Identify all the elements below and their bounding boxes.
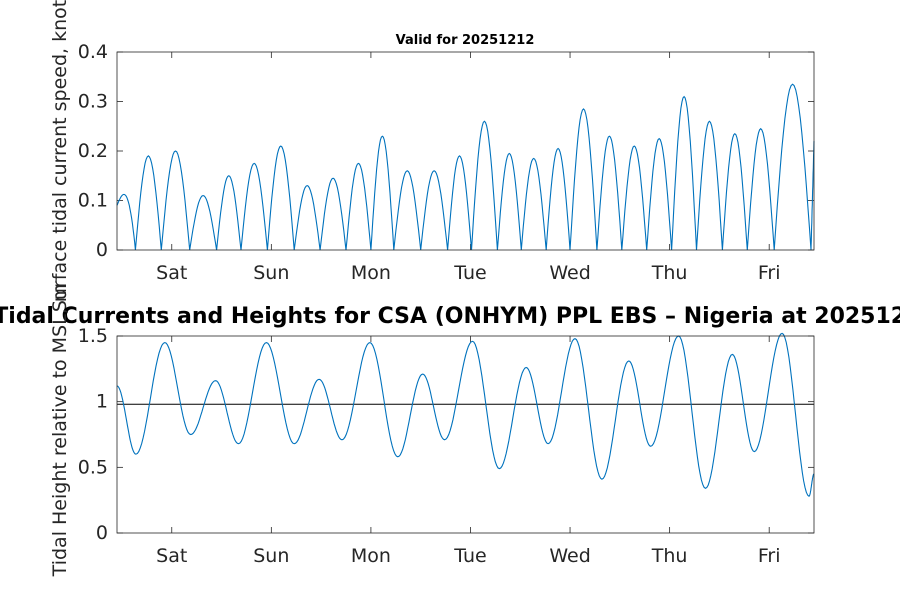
- tidal-height-series-line: [116, 332, 815, 497]
- tidal-height-ytick-label: 0: [96, 522, 108, 544]
- tidal-height-xtick-label: Tue: [453, 545, 486, 567]
- tidal-height-ticks: 0 0.5 1 1.5 Sat Sun Mon Tue Wed Thu Fri: [78, 325, 814, 567]
- current-speed-xtick-label: Tue: [453, 262, 486, 284]
- tidal-height-xtick-label: Sat: [156, 545, 187, 567]
- current-speed-xtick-label: Sun: [253, 262, 289, 284]
- current-speed-axes-box: [116, 51, 815, 251]
- current-speed-series-line: [116, 83, 815, 251]
- current-speed-ylabel: Surface tidal current speed, knots: [49, 0, 71, 312]
- current-speed-ytick-label: 0.1: [78, 190, 108, 212]
- tidal-height-ytick-label: 1.5: [78, 325, 108, 347]
- tidal-height-ylabel: Tidal Height relative to MSL, m: [49, 284, 71, 578]
- current-speed-xtick-label: Mon: [351, 262, 391, 284]
- tidal-height-axes: 0 0.5 1 1.5 Sat Sun Mon Tue Wed Thu Fri Tidal Curr…: [0, 284, 900, 578]
- tidal-height-xtick-label: Wed: [549, 545, 590, 567]
- tidal-height-ytick-label: 1: [96, 391, 108, 413]
- tidal-height-axes-box: [116, 335, 815, 534]
- current-speed-ytick-label: 0.2: [78, 140, 108, 162]
- current-speed-axes: 0 0.1 0.2 0.3 0.4 Sat Sun Mon Tue Wed Thu Fri Valid…: [49, 0, 815, 312]
- current-speed-xtick-label: Wed: [549, 262, 590, 284]
- tidal-height-xtick-label: Fri: [758, 545, 781, 567]
- tidal-height-xtick-label: Thu: [651, 545, 688, 567]
- current-speed-xtick-label: Thu: [651, 262, 688, 284]
- tidal-height-title: Tidal Currents and Heights for CSA (ONHY…: [0, 304, 900, 329]
- current-speed-ytick-label: 0.4: [78, 41, 108, 63]
- current-speed-ytick-label: 0.3: [78, 91, 108, 113]
- tidal-height-ytick-label: 0.5: [78, 456, 108, 478]
- tidal-height-xtick-label: Sun: [253, 545, 289, 567]
- current-speed-ytick-label: 0: [96, 239, 108, 261]
- current-speed-xtick-label: Sat: [156, 262, 187, 284]
- tidal-height-xtick-label: Mon: [351, 545, 391, 567]
- current-speed-xtick-label: Fri: [758, 262, 781, 284]
- current-speed-ticks: 0 0.1 0.2 0.3 0.4 Sat Sun Mon Tue Wed Thu Fri: [78, 41, 814, 284]
- current-speed-title: Valid for 20251212: [396, 33, 535, 48]
